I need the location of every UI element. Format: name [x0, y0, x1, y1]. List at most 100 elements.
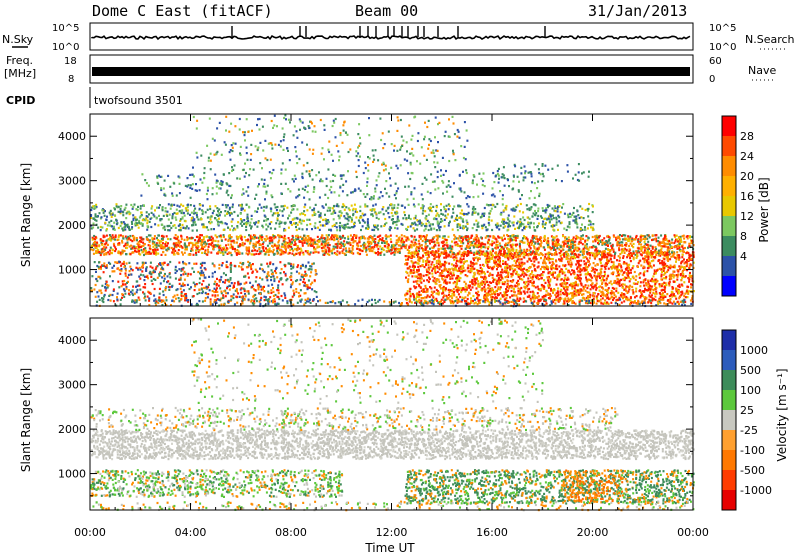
range-cell [334, 246, 337, 249]
range-cell [459, 239, 462, 242]
range-cell [215, 299, 217, 302]
range-cell [423, 251, 426, 254]
range-cell [281, 299, 284, 302]
range-cell [194, 283, 197, 286]
range-cell [126, 281, 128, 284]
range-cell [552, 248, 555, 251]
range-cell [368, 248, 371, 251]
range-cell [411, 292, 414, 296]
range-cell [292, 265, 295, 268]
range-cell [586, 265, 589, 269]
range-cell [470, 280, 473, 283]
range-cell [547, 297, 550, 300]
range-cell [251, 263, 254, 266]
range-cell [416, 255, 419, 259]
range-cell [475, 250, 478, 253]
range-cell [299, 251, 302, 254]
range-cell [260, 263, 263, 266]
range-cell [509, 280, 512, 283]
range-cell [566, 294, 569, 297]
range-cell [145, 269, 148, 272]
range-cell [373, 245, 376, 248]
range-cell [92, 252, 95, 255]
range-cell [159, 263, 162, 266]
range-cell [689, 299, 692, 302]
range-cell [640, 234, 643, 237]
range-cell [400, 247, 403, 250]
range-cell [601, 250, 604, 253]
range-cell [143, 253, 145, 257]
range-cell [483, 288, 486, 291]
range-cell [613, 254, 616, 257]
range-cell [162, 280, 165, 283]
range-cell [455, 296, 458, 299]
range-cell [463, 236, 465, 239]
range-cell [511, 234, 514, 237]
range-cell [308, 286, 311, 289]
range-cell [663, 287, 666, 290]
range-cell [352, 241, 355, 244]
range-cell [232, 239, 235, 242]
range-cell [574, 248, 577, 251]
range-cell [607, 267, 610, 270]
range-cell [506, 234, 509, 237]
range-cell [517, 290, 520, 293]
range-cell [456, 243, 459, 246]
range-cell [262, 269, 264, 272]
range-cell [484, 290, 487, 293]
range-cell [243, 275, 245, 278]
range-cell [467, 246, 470, 249]
range-cell [407, 252, 410, 255]
range-cell [217, 243, 220, 246]
range-cell [551, 253, 554, 256]
range-cell [661, 263, 664, 266]
range-cell [208, 237, 211, 240]
range-cell [624, 287, 627, 290]
range-cell [162, 251, 165, 254]
range-cell [675, 234, 678, 237]
range-cell [239, 288, 242, 291]
range-cell [445, 238, 448, 242]
range-cell [586, 297, 589, 300]
range-cell [153, 241, 156, 244]
range-cell [657, 252, 660, 255]
range-cell [274, 270, 277, 273]
range-cell [105, 287, 108, 290]
range-cell [154, 278, 157, 281]
range-cell [518, 290, 521, 293]
range-cell [646, 237, 649, 240]
range-cell [604, 284, 607, 287]
range-cell [516, 243, 519, 246]
range-cell [277, 244, 280, 247]
range-cell [254, 249, 256, 252]
range-cell [465, 300, 468, 303]
range-cell [685, 235, 688, 238]
range-cell [663, 289, 666, 292]
nsky-panel: N.Sky 10^5 10^0 10^5 10^0 N.Search [2, 22, 795, 53]
range-cell [180, 269, 183, 272]
range-cell [175, 288, 178, 292]
range-cell [661, 250, 663, 254]
range-cell [385, 237, 388, 240]
range-cell [105, 234, 108, 237]
range-cell [167, 237, 169, 241]
range-cell [446, 276, 449, 279]
range-cell [105, 252, 108, 255]
range-cell [646, 262, 649, 265]
range-cell [574, 294, 577, 297]
range-cell [540, 241, 543, 244]
range-cell [688, 254, 691, 257]
range-cell [550, 289, 553, 292]
range-cell [563, 287, 565, 290]
range-cell [608, 251, 611, 255]
range-cell [195, 249, 198, 252]
range-cell [597, 242, 599, 245]
range-cell [182, 266, 185, 270]
range-cell [515, 245, 517, 248]
range-cell [185, 263, 188, 266]
range-cell [630, 271, 632, 274]
range-cell [505, 297, 508, 300]
range-cell [443, 256, 446, 259]
range-cell [436, 241, 439, 244]
range-cell [168, 273, 171, 276]
